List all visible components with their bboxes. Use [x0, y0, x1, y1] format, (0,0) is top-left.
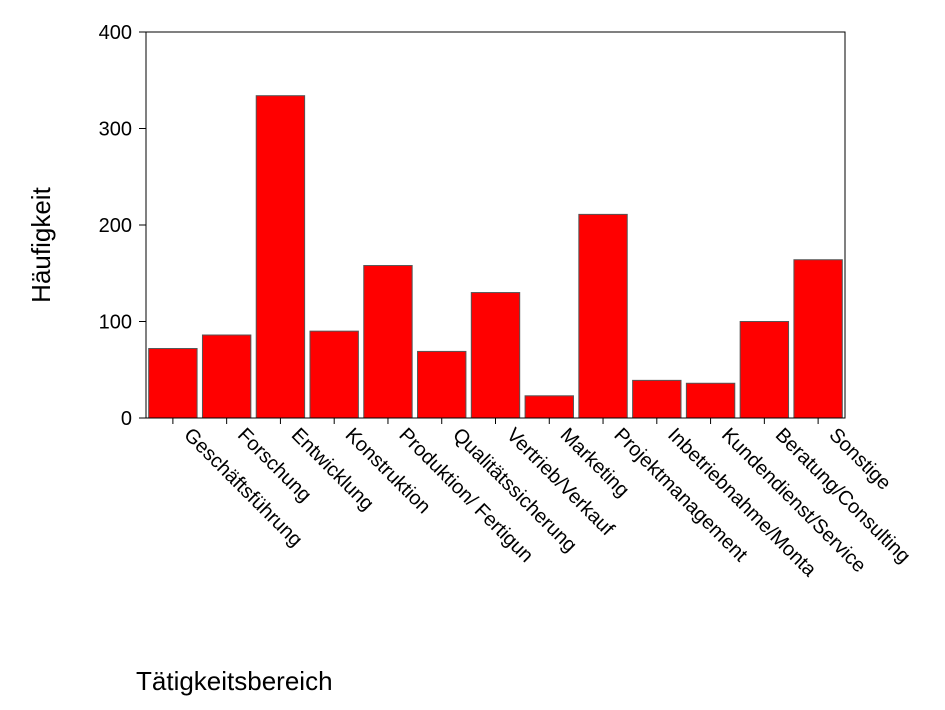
y-tick-label: 0 — [121, 408, 132, 430]
y-axis-title: Häufigkeit — [26, 186, 56, 302]
x-axis-title: Tätigkeitsbereich — [136, 666, 333, 696]
bar — [578, 213, 628, 419]
bar — [632, 379, 682, 419]
y-axis: 0 100 200 300 400 — [99, 22, 146, 430]
bar — [470, 292, 521, 419]
y-tick-label: 100 — [99, 312, 132, 334]
bars-group — [148, 95, 843, 419]
bar — [417, 350, 467, 419]
y-tick-label: 200 — [99, 215, 132, 237]
bar — [255, 95, 306, 419]
bar — [685, 382, 736, 419]
bar — [148, 348, 198, 419]
bar — [793, 259, 843, 419]
bar — [309, 330, 359, 419]
bar — [739, 321, 790, 419]
y-tick-label: 300 — [99, 119, 132, 141]
bar — [524, 395, 574, 419]
y-tick-label: 400 — [99, 22, 132, 44]
bar — [363, 265, 413, 419]
x-axis: GeschäftsführungForschungEntwicklungKons… — [172, 418, 915, 582]
bar — [201, 334, 252, 419]
